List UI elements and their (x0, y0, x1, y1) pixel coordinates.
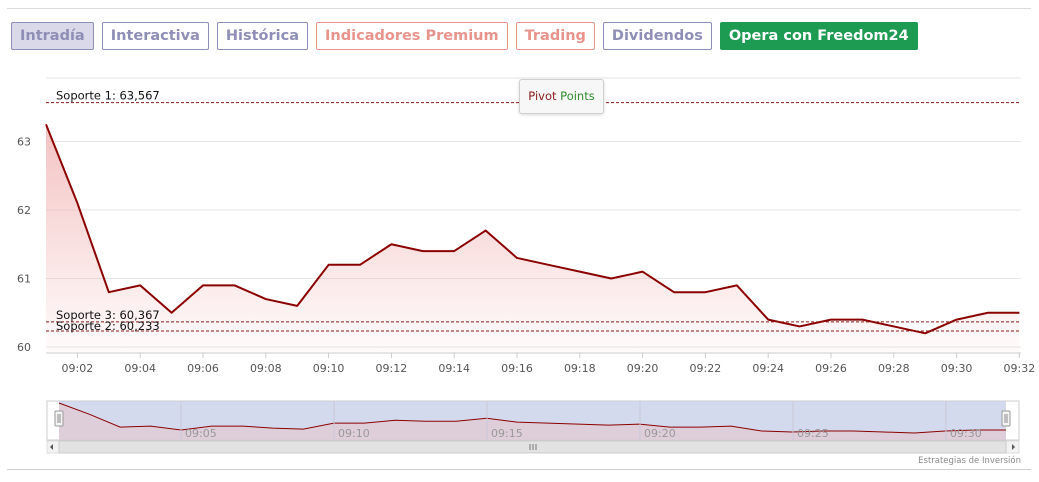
y-tick-label: 62 (17, 204, 31, 217)
x-tick-label: 09:10 (313, 362, 345, 375)
x-tick-label: 09:04 (124, 362, 156, 375)
tab-dividendos[interactable]: Dividendos (602, 22, 712, 50)
navigator-label: 09:30 (950, 427, 982, 440)
x-tick-label: 09:26 (815, 362, 847, 375)
navigator-selection[interactable] (59, 401, 1006, 440)
scroll-right-arrow-icon[interactable] (1012, 444, 1015, 450)
support-label: Soporte 2: 60,233 (56, 319, 160, 333)
bottom-divider (7, 469, 1031, 470)
navigator-label: 09:20 (644, 427, 676, 440)
x-tick-label: 09:14 (438, 362, 470, 375)
navigator-label: 09:25 (797, 427, 829, 440)
navigator-series (58, 402, 1006, 434)
credit-label[interactable]: Estrategias de Inversión (918, 456, 1021, 466)
navigator-label: 09:10 (338, 427, 370, 440)
tab-intradia[interactable]: Intradía (11, 22, 94, 50)
x-tick-label: 09:08 (250, 362, 282, 375)
y-tick-label: 63 (17, 136, 31, 149)
x-tick-label: 09:28 (878, 362, 910, 375)
x-tick-label: 09:18 (564, 362, 596, 375)
opera-freedom24-button[interactable]: Opera con Freedom24 (719, 22, 918, 50)
tab-indicadores-premium[interactable]: Indicadores Premium (316, 22, 508, 50)
x-tick-label: 09:32 (1004, 362, 1036, 375)
tab-interactiva[interactable]: Interactiva (101, 22, 209, 50)
support-label: Soporte 1: 63,567 (56, 89, 160, 103)
tab-trading[interactable]: Trading (515, 22, 595, 50)
navigator-handle-left[interactable] (54, 410, 64, 427)
y-tick-label: 60 (17, 341, 31, 354)
x-tick-label: 09:22 (690, 362, 722, 375)
tooltip-word-points: Points (560, 89, 595, 103)
price-area (46, 124, 1020, 353)
x-tick-label: 09:24 (752, 362, 784, 375)
x-tick-label: 09:30 (941, 362, 973, 375)
price-line[interactable] (45, 124, 1020, 335)
tooltip-word-pivot: Pivot (528, 89, 557, 103)
x-tick-label: 09:16 (501, 362, 533, 375)
tab-historica[interactable]: Histórica (216, 22, 309, 50)
top-divider (7, 8, 1031, 9)
x-tick-label: 09:02 (62, 362, 94, 375)
navigator-handle-right[interactable] (1001, 410, 1011, 427)
navigator-area (59, 403, 1006, 440)
x-tick-label: 09:20 (627, 362, 659, 375)
pivot-points-tooltip: Pivot Points (519, 79, 604, 114)
x-tick-label: 09:12 (376, 362, 408, 375)
scroll-left-arrow-icon[interactable] (50, 444, 53, 450)
y-tick-label: 61 (17, 273, 31, 286)
support-label: Soporte 3: 60,367 (56, 308, 160, 322)
x-tick-label: 09:06 (187, 362, 219, 375)
navigator-label: 09:15 (491, 427, 523, 440)
chart-tabs: Intradía Interactiva Histórica Indicador… (11, 22, 918, 50)
navigator-label: 09:05 (185, 427, 217, 440)
